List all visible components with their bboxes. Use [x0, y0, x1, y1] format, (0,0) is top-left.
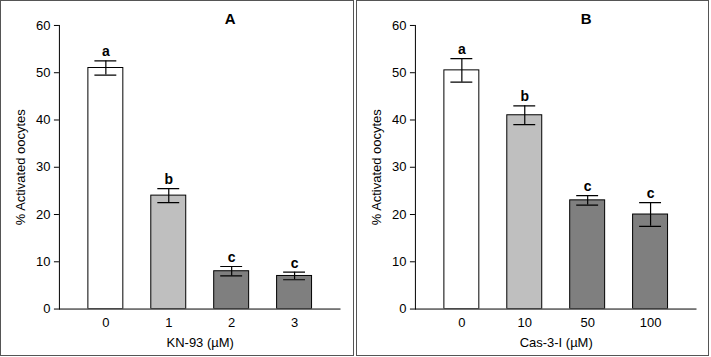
- svg-text:% Activated oocytes: % Activated oocytes: [13, 109, 28, 226]
- svg-text:3: 3: [291, 315, 298, 330]
- svg-text:30: 30: [36, 159, 50, 174]
- svg-text:0: 0: [43, 301, 50, 316]
- svg-text:a: a: [102, 43, 110, 59]
- svg-text:A: A: [225, 10, 236, 27]
- svg-text:2: 2: [228, 315, 235, 330]
- svg-text:40: 40: [36, 112, 50, 127]
- svg-text:10: 10: [517, 315, 531, 330]
- svg-text:B: B: [580, 10, 591, 27]
- svg-text:b: b: [520, 88, 529, 104]
- svg-text:0: 0: [102, 315, 109, 330]
- svg-text:c: c: [228, 249, 236, 265]
- svg-text:10: 10: [391, 254, 405, 269]
- svg-text:0: 0: [399, 301, 406, 316]
- svg-text:30: 30: [391, 159, 405, 174]
- svg-text:KN-93 (µM): KN-93 (µM): [167, 335, 234, 350]
- svg-text:60: 60: [391, 18, 405, 33]
- svg-text:40: 40: [391, 112, 405, 127]
- svg-text:60: 60: [36, 18, 50, 33]
- svg-text:20: 20: [391, 207, 405, 222]
- svg-text:50: 50: [580, 315, 594, 330]
- svg-text:100: 100: [639, 315, 661, 330]
- svg-text:Cas-3-I (µM): Cas-3-I (µM): [519, 335, 592, 350]
- svg-text:% Activated oocytes: % Activated oocytes: [368, 109, 383, 226]
- svg-text:a: a: [457, 41, 465, 57]
- svg-text:b: b: [164, 171, 173, 187]
- svg-text:50: 50: [36, 65, 50, 80]
- svg-text:0: 0: [458, 315, 465, 330]
- svg-text:c: c: [646, 185, 654, 201]
- svg-text:c: c: [583, 178, 591, 194]
- svg-text:1: 1: [165, 315, 172, 330]
- svg-text:20: 20: [36, 207, 50, 222]
- svg-text:50: 50: [391, 65, 405, 80]
- svg-text:10: 10: [36, 254, 50, 269]
- svg-text:c: c: [291, 255, 299, 271]
